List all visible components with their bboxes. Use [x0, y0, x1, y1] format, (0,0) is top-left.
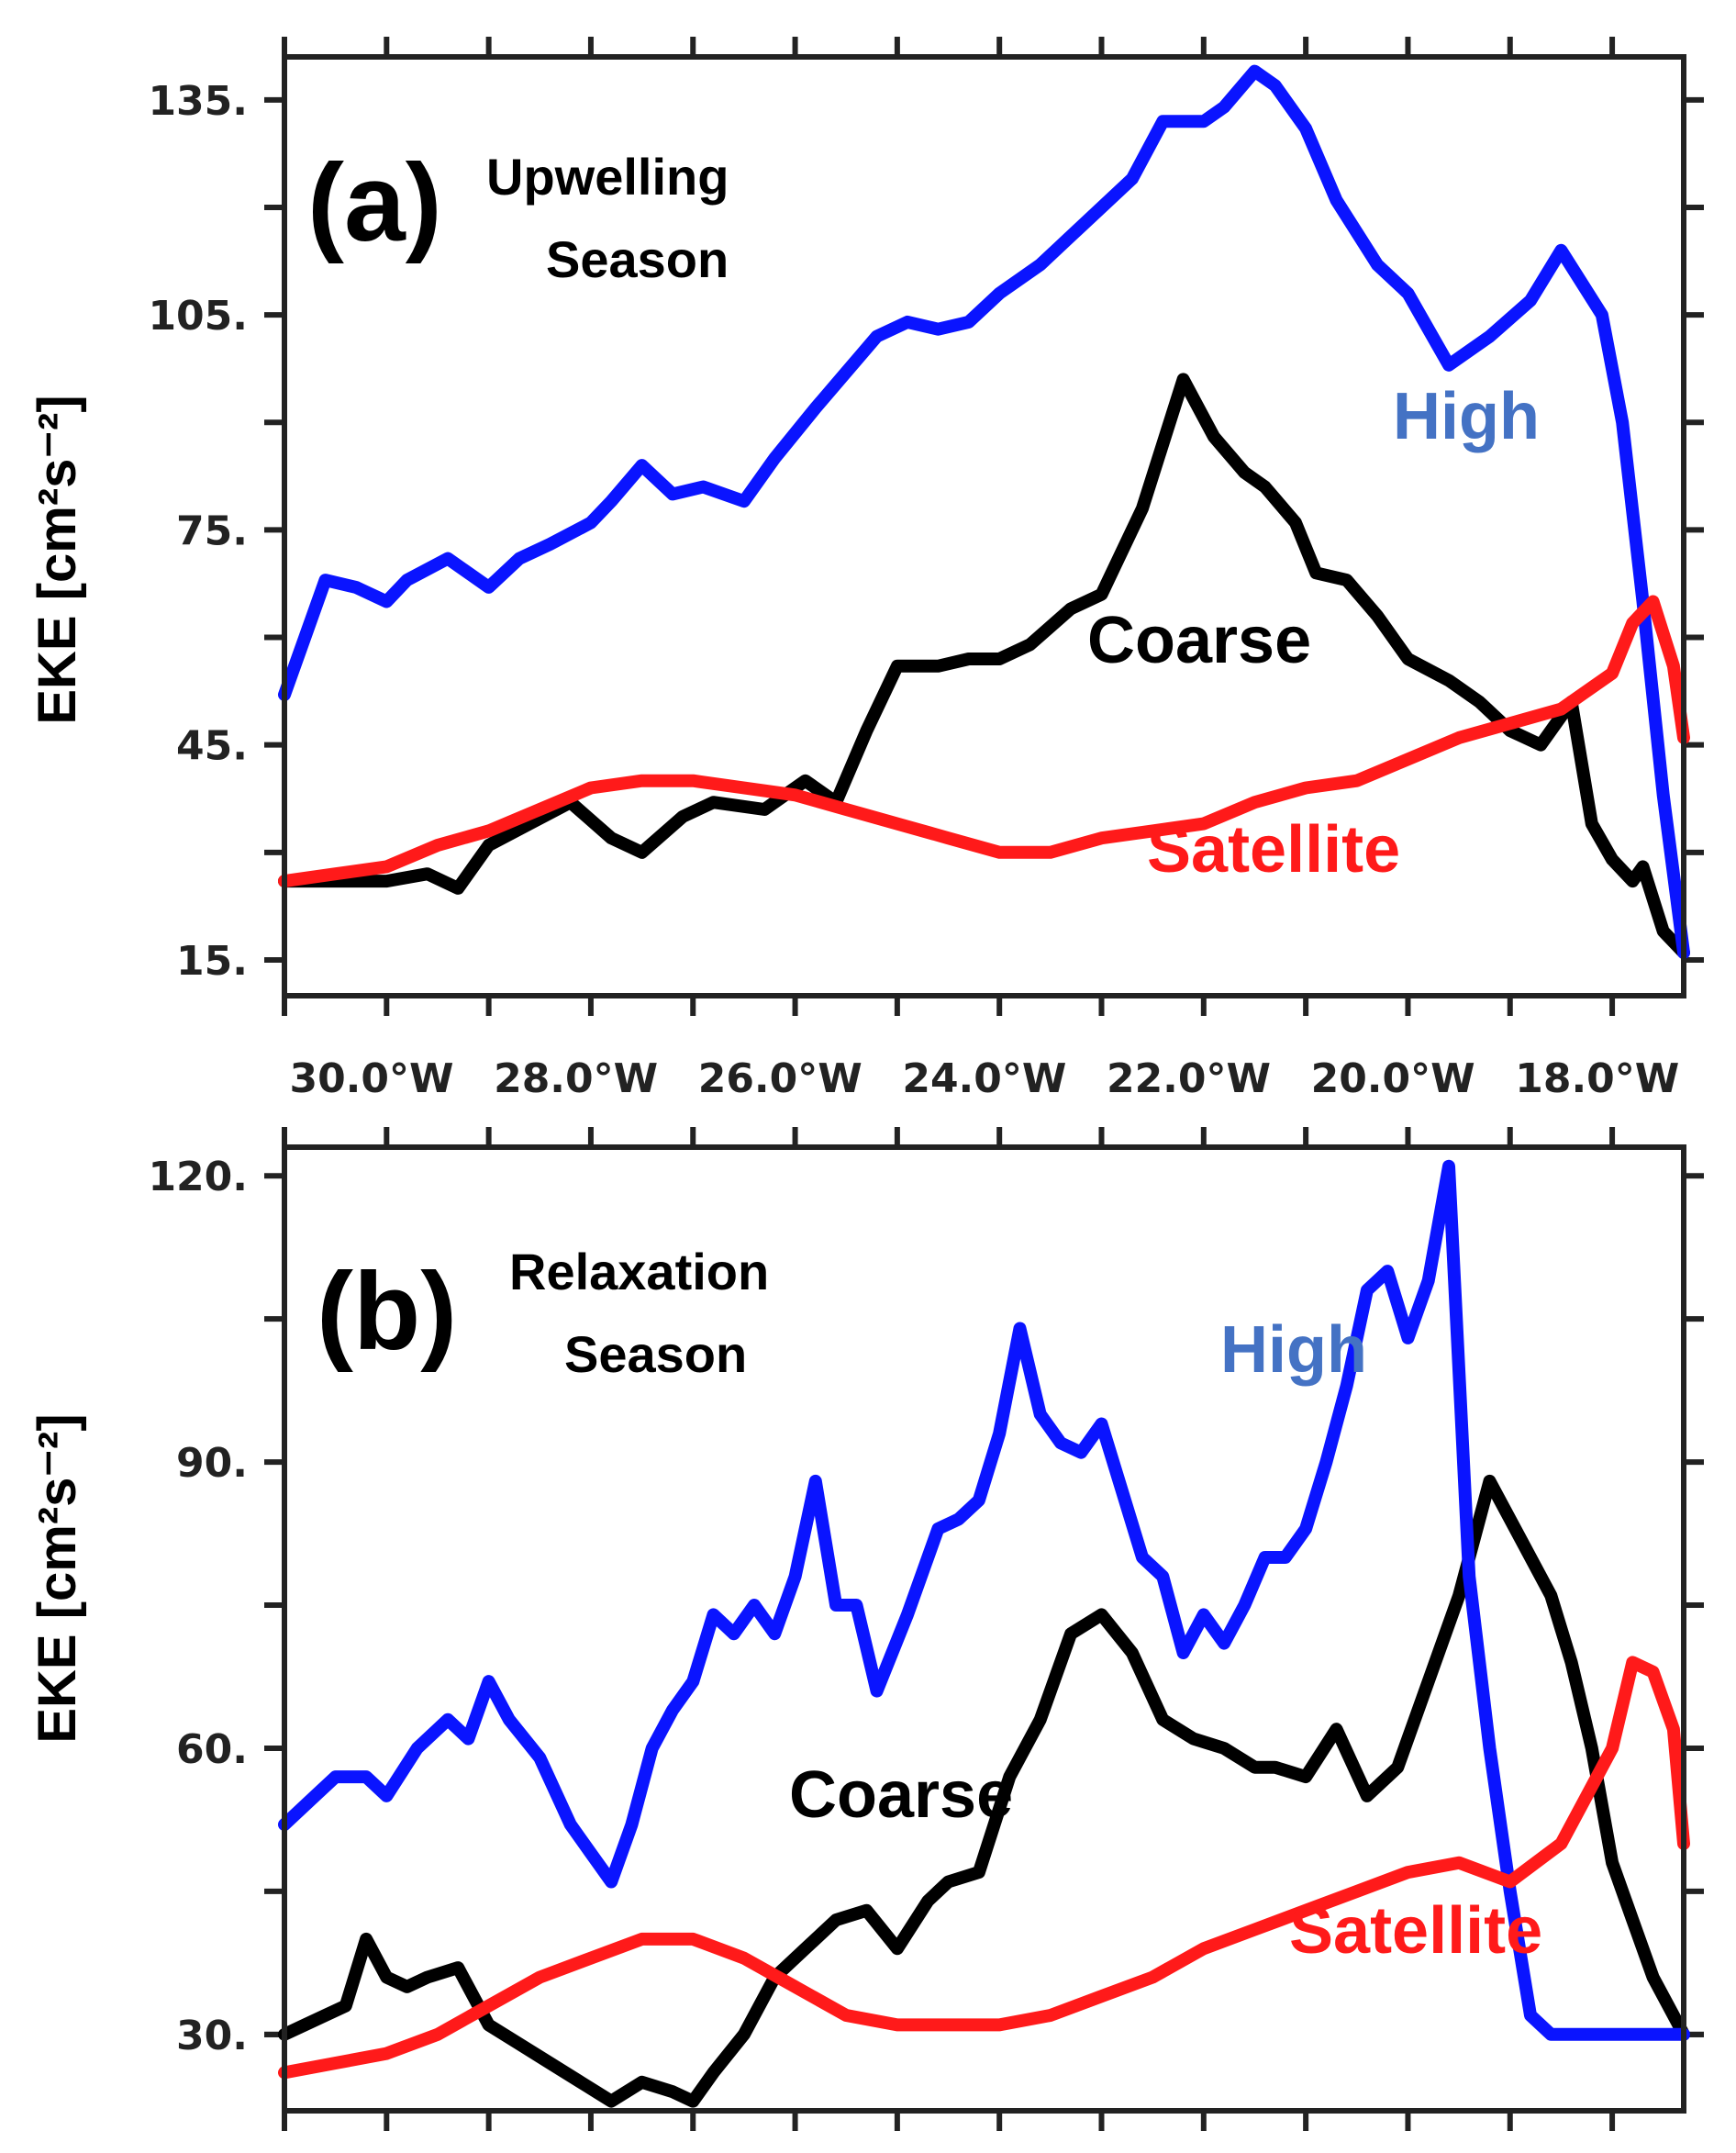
- y-tick-label: 90.: [176, 1440, 248, 1487]
- panel-a-coarse-label: Coarse: [1087, 604, 1311, 677]
- panel-b-high-label: High: [1220, 1313, 1367, 1387]
- series-line-high: [278, 1159, 1690, 2041]
- panel-a-lines: [278, 64, 1690, 960]
- panel-b-title-line1: Relaxation: [509, 1243, 769, 1300]
- panel-a-satellite-label: Satellite: [1147, 813, 1400, 887]
- panel-b-letter: (b): [317, 1250, 457, 1373]
- panel-b-ticks: 30. 60. 90. 120.: [148, 1127, 1704, 2131]
- y-tick-label: 135.: [148, 78, 248, 125]
- panel-a-frame: [282, 54, 1686, 998]
- x-tick-label: 24.0°W: [902, 1055, 1066, 1102]
- x-tick-label: 22.0°W: [1107, 1055, 1271, 1102]
- series-line-coarse: [278, 373, 1690, 960]
- panel-a-title-line1: Upwelling: [486, 148, 729, 206]
- series-line-high: [278, 64, 1690, 960]
- panel-a-letter: (a): [307, 141, 442, 264]
- panel-b-lines: [278, 1159, 1690, 2108]
- x-tick-label: 26.0°W: [698, 1055, 862, 1102]
- y-tick-label: 120.: [148, 1154, 248, 1200]
- x-tick-label: 28.0°W: [494, 1055, 658, 1102]
- panel-a: 30.0°W 28.0°W 26.0°W 24.0°W 22.0°W 20.0°W 18.0…: [28, 37, 1704, 1102]
- x-tick-label: 20.0°W: [1311, 1055, 1475, 1102]
- panel-a-title-line2: Season: [546, 230, 729, 288]
- panel-b-coarse-label: Coarse: [789, 1758, 1013, 1832]
- panel-b-title-line2: Season: [564, 1325, 747, 1383]
- y-tick-label: 15.: [176, 938, 248, 985]
- panel-b-satellite-label: Satellite: [1289, 1894, 1542, 1968]
- y-tick-label: 105.: [148, 293, 248, 340]
- series-line-satellite: [278, 1656, 1690, 2080]
- y-tick-label: 60.: [176, 1726, 248, 1773]
- x-tick-label: 30.0°W: [289, 1055, 453, 1102]
- x-tick-label: 18.0°W: [1515, 1055, 1679, 1102]
- panel-a-ticks: 30.0°W 28.0°W 26.0°W 24.0°W 22.0°W 20.0°W 18.0…: [148, 37, 1704, 1102]
- panel-a-high-label: High: [1393, 380, 1540, 453]
- panel-a-ylabel: EKE [cm²s⁻²]: [28, 395, 87, 724]
- y-tick-label: 30.: [176, 2013, 248, 2059]
- y-tick-label: 75.: [176, 508, 248, 554]
- panel-b-frame: [282, 1144, 1686, 2114]
- y-tick-label: 45.: [176, 723, 248, 770]
- panel-b-ylabel: EKE [cm²s⁻²]: [28, 1413, 87, 1743]
- panel-b: 30. 60. 90. 120. EKE [cm²s⁻²] (b) Relaxatio…: [28, 1127, 1704, 2131]
- series-line-coarse: [278, 1474, 1690, 2108]
- series-line-satellite: [278, 595, 1690, 888]
